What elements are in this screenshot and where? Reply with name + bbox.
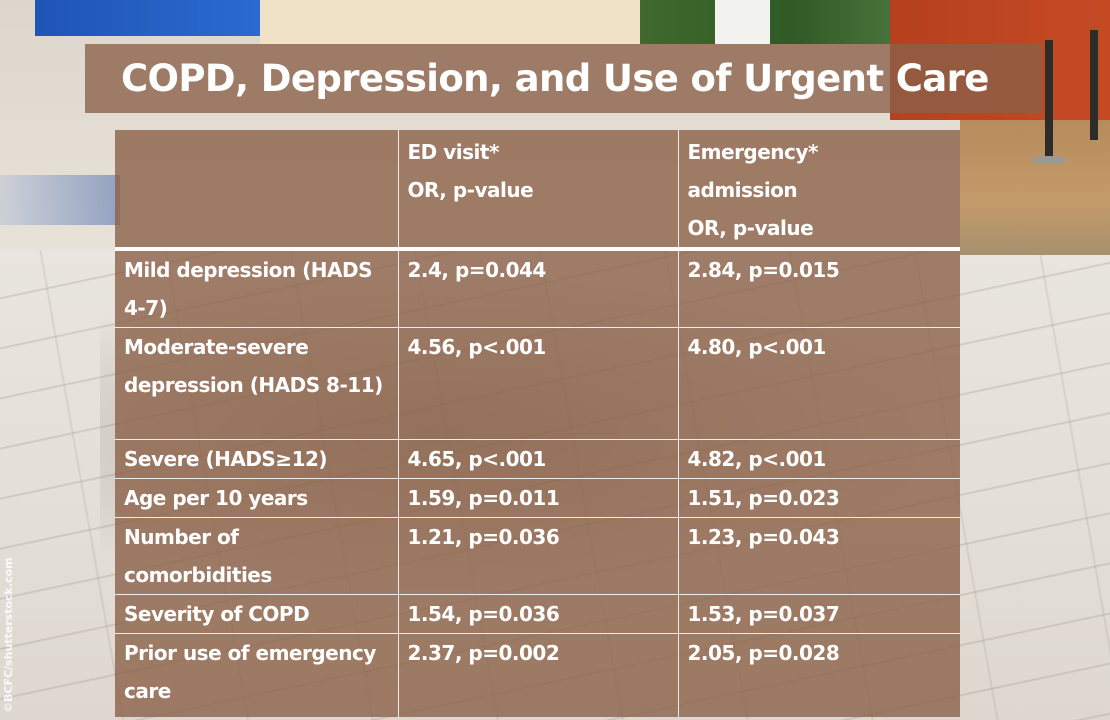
table-row: Moderate-severe depression (HADS 8-11) 4… [115, 327, 960, 440]
row-label: Mild depression (HADS 4-7) [124, 258, 373, 320]
emergency-admission-value: 1.23, p=0.043 [677, 517, 960, 595]
ed-visit-value: 1.54, p=0.036 [397, 594, 678, 634]
title-banner: COPD, Depression, and Use of Urgent Care [85, 44, 1042, 113]
ed-visit-value: 1.59, p=0.011 [397, 478, 678, 518]
table-row: Mild depression (HADS 4-7) 2.4, p=0.044 … [115, 249, 960, 328]
background-blue-reflection [0, 175, 120, 225]
row-label: Age per 10 years [115, 478, 398, 518]
ed-visit-value: 2.4, p=0.044 [397, 249, 678, 328]
table-row: Age per 10 years 1.59, p=0.011 1.51, p=0… [115, 478, 960, 518]
ed-visit-value: 1.21, p=0.036 [397, 517, 678, 595]
table-row: Severe (HADS≥12) 4.65, p<.001 4.82, p<.0… [115, 439, 960, 479]
ed-visit-value: 4.56, p<.001 [397, 327, 678, 440]
header-emergency-admission: Emergency* admission OR, p-value [677, 130, 960, 251]
emergency-admission-value: 2.05, p=0.028 [677, 633, 960, 717]
row-label: Severe (HADS≥12) [115, 439, 398, 479]
background-blue-sign [35, 0, 260, 36]
table-row: Prior use of emergency care 2.37, p=0.00… [115, 633, 960, 717]
background-wood-floor [960, 120, 1110, 255]
background-stanchion-base [1031, 156, 1067, 164]
table-header-row: ED visit* OR, p-value Emergency* admissi… [115, 130, 960, 251]
row-label: Severity of COPD [115, 594, 398, 634]
emergency-admission-value: 1.53, p=0.037 [677, 594, 960, 634]
background-pillar [715, 0, 770, 44]
results-table: ED visit* OR, p-value Emergency* admissi… [115, 130, 960, 717]
row-label: Moderate-severe depression (HADS 8-11) [115, 327, 398, 440]
ed-visit-value: 4.65, p<.001 [397, 439, 678, 479]
header-line: admission [687, 178, 798, 202]
header-ed-visit: ED visit* OR, p-value [397, 130, 678, 251]
emergency-admission-value: 1.51, p=0.023 [677, 478, 960, 518]
slide-title: COPD, Depression, and Use of Urgent Care [121, 57, 989, 100]
header-line: ED visit* [407, 140, 500, 164]
header-empty-cell [115, 130, 398, 251]
emergency-admission-value: 4.82, p<.001 [677, 439, 960, 479]
row-label: Prior use of emergency care [115, 633, 398, 717]
header-line: OR, p-value [687, 216, 814, 240]
row-label: Number of comorbidities [115, 517, 398, 595]
header-line: Emergency* [687, 140, 819, 164]
emergency-admission-value: 2.84, p=0.015 [677, 249, 960, 328]
background-cream-wall [260, 0, 640, 44]
table-row: Number of comorbidities 1.21, p=0.036 1.… [115, 517, 960, 595]
photo-credit-watermark: ©BCFC/shutterstock.com [2, 557, 15, 713]
emergency-admission-value: 4.80, p<.001 [677, 327, 960, 440]
background-stanchion-post [1045, 40, 1053, 160]
background-stanchion-post [1090, 30, 1098, 140]
header-line: OR, p-value [407, 178, 534, 202]
ed-visit-value: 2.37, p=0.002 [397, 633, 678, 717]
table-row: Severity of COPD 1.54, p=0.036 1.53, p=0… [115, 594, 960, 634]
